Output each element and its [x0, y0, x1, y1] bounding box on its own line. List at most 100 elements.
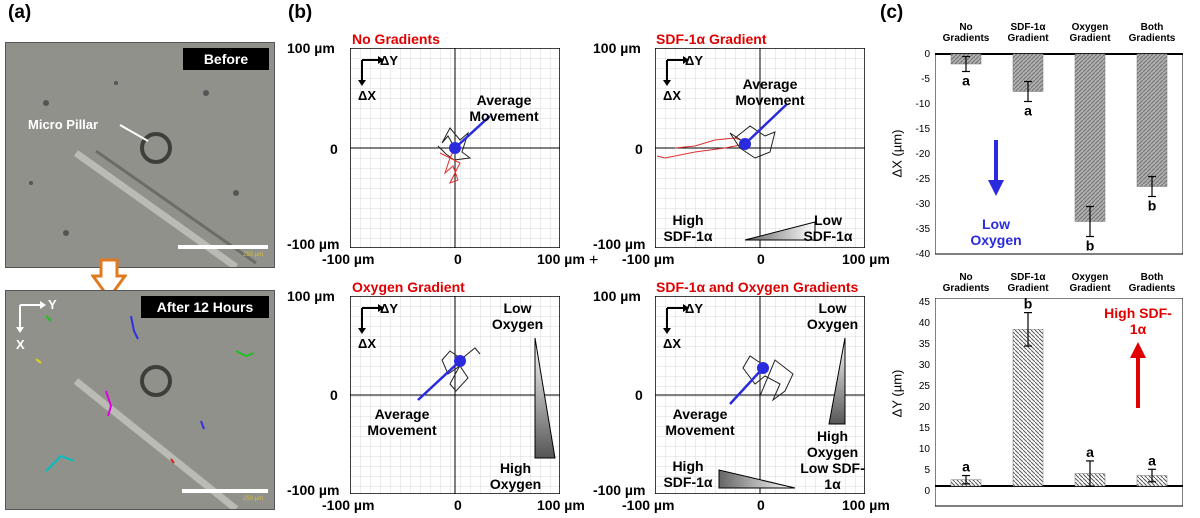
- plot4-high-oxygen-low-sdf: High Oxygen Low SDF-1α: [800, 428, 865, 492]
- plot3-high-oxygen: High Oxygen: [489, 460, 542, 492]
- plot4-title: SDF-1α and Oxygen Gradients: [656, 279, 859, 295]
- plot4-ytick-max: 100 µm: [593, 288, 641, 304]
- plot2-avg-label: Average Movement: [735, 76, 805, 108]
- scale-text-after: 250 µm: [243, 496, 264, 502]
- plot2-xtick-zero: 0: [757, 251, 765, 267]
- c1-ytick-0: 0: [924, 49, 930, 60]
- plot3-ytick-max: 100 µm: [287, 288, 335, 304]
- plot2-high-sdf: High SDF-1α: [663, 212, 713, 244]
- plot3-ytick-min: -100 µm: [287, 482, 340, 498]
- plot1-ytick-max: 100 µm: [287, 40, 335, 56]
- plot2-grid: [655, 48, 865, 248]
- plot4-high-sdf: High SDF-1α: [663, 458, 713, 490]
- plot4-dx-label: ΔX: [663, 336, 682, 351]
- c2-ylabel: ΔY (µm): [889, 369, 905, 418]
- plot3-xtick-max: 100 µm: [537, 497, 585, 513]
- c1-cat-2: Oxygen Gradient: [1069, 22, 1111, 44]
- c1-ytick-4: -20: [915, 149, 930, 160]
- c2-marks-sig-3: a: [1148, 452, 1156, 468]
- after-tag: After 12 Hours: [141, 296, 269, 318]
- xy-axis-icon: [16, 301, 46, 333]
- c2-ytick-1: 40: [918, 318, 930, 329]
- plot3-low-oxygen: Low Oxygen: [491, 300, 544, 332]
- c2-high-sdf: High SDF-1α: [1104, 305, 1172, 337]
- c1-marks-sig-3: b: [1148, 198, 1157, 214]
- c2-cat-2: Oxygen Gradient: [1069, 272, 1111, 294]
- plot1-ytick-zero: 0: [330, 141, 338, 157]
- c1-marks-sig-2: b: [1086, 238, 1095, 254]
- plot2-axis-icon: [663, 56, 689, 86]
- c2-marks-sig-1: b: [1024, 298, 1033, 312]
- c1-marks-bar-2: [1074, 53, 1106, 222]
- plot1-xtick-max: 100 µm: [537, 251, 585, 267]
- plot1-grid: [350, 48, 560, 248]
- panel-b-label: (b): [288, 2, 313, 23]
- c1-ytick-8: -40: [915, 249, 930, 260]
- scale-text-before: 250 µm: [243, 252, 264, 258]
- plot1-title: No Gradients: [352, 31, 440, 47]
- pillar-pointer-line: [119, 124, 149, 142]
- plot3-xtick-min: -100 µm: [322, 497, 375, 513]
- plot3-dy-label: ΔY: [380, 301, 399, 316]
- plot3-title: Oxygen Gradient: [352, 279, 465, 295]
- c1-cat-1: SDF-1α Gradient: [1007, 22, 1049, 44]
- plot1-xtick-min: -100 µm: [322, 251, 375, 267]
- c2-marks-sig-2: a: [1086, 444, 1094, 460]
- plot2-ytick-zero: 0: [635, 141, 643, 157]
- plot4-xtick-zero: 0: [757, 497, 765, 513]
- c1-ytick-6: -30: [915, 199, 930, 210]
- c1-low-oxygen: Low Oxygen: [970, 216, 1022, 248]
- plot4-xtick-max: 100 µm: [842, 497, 890, 513]
- plot2-ytick-min: -100 µm: [593, 236, 646, 252]
- c2-ytick-3: 30: [918, 360, 930, 371]
- plot4-low-oxygen: Low Oxygen: [806, 300, 859, 332]
- c1-cat-3: Both Gradients: [1128, 22, 1176, 44]
- c1-ytick-7: -35: [915, 224, 930, 235]
- plot1-axis-icon: [358, 56, 384, 86]
- plus-mark: +: [589, 252, 599, 269]
- c1-blue-arrow-icon: [988, 140, 1004, 196]
- c2-ytick-9: 0: [924, 486, 930, 497]
- c2-ytick-2: 35: [918, 339, 930, 350]
- plot2-ytick-max: 100 µm: [593, 40, 641, 56]
- plot3-dx-label: ΔX: [358, 336, 377, 351]
- plot3-axis-icon: [358, 304, 384, 334]
- c1-marks-sig-1: a: [1024, 103, 1032, 119]
- c1-ytick-5: -25: [915, 174, 930, 185]
- plot4-dy-label: ΔY: [685, 301, 704, 316]
- c1-marks-bar-3: [1136, 53, 1168, 187]
- axis-y-label: Y: [48, 297, 57, 312]
- plot4-ytick-zero: 0: [635, 387, 643, 403]
- plot1-ytick-min: -100 µm: [287, 236, 340, 252]
- micrograph-before-image: [6, 43, 274, 267]
- plot4-xtick-min: -100 µm: [622, 497, 675, 513]
- chart-dx: a a b b: [935, 53, 1183, 255]
- plot3-xtick-zero: 0: [454, 497, 462, 513]
- micrograph-before: Before Micro Pillar 250 µm: [5, 42, 275, 268]
- c1-ytick-2: -10: [915, 99, 930, 110]
- plot3-ytick-zero: 0: [330, 387, 338, 403]
- scale-bar-after: [182, 489, 268, 493]
- c2-ytick-5: 20: [918, 402, 930, 413]
- c1-marks-sig-0: a: [962, 73, 970, 89]
- down-arrow-icon: [91, 258, 127, 300]
- plot1-avg-label: Average Movement: [469, 92, 539, 124]
- plot2-low-sdf: Low SDF-1α: [803, 212, 853, 244]
- c1-cat-0: No Gradients: [942, 22, 990, 44]
- plot3-avg-label: Average Movement: [367, 406, 437, 438]
- before-tag: Before: [183, 48, 269, 70]
- c2-red-arrow-icon: [1130, 342, 1146, 408]
- c1-ytick-3: -15: [915, 124, 930, 135]
- plot4-grid: [655, 296, 865, 494]
- axis-x-label: X: [16, 337, 25, 352]
- plot4-axis-icon: [663, 304, 689, 334]
- c2-marks-bar-1: [1012, 329, 1044, 487]
- plot2-xtick-max: 100 µm: [842, 251, 890, 267]
- c2-ytick-6: 15: [918, 423, 930, 434]
- c2-cat-1: SDF-1α Gradient: [1007, 272, 1049, 294]
- c2-ytick-7: 10: [918, 444, 930, 455]
- c2-cat-0: No Gradients: [942, 272, 990, 294]
- c2-marks-sig-0: a: [962, 459, 970, 475]
- plot3-grid: [350, 296, 560, 494]
- panel-a-label: (a): [8, 2, 32, 23]
